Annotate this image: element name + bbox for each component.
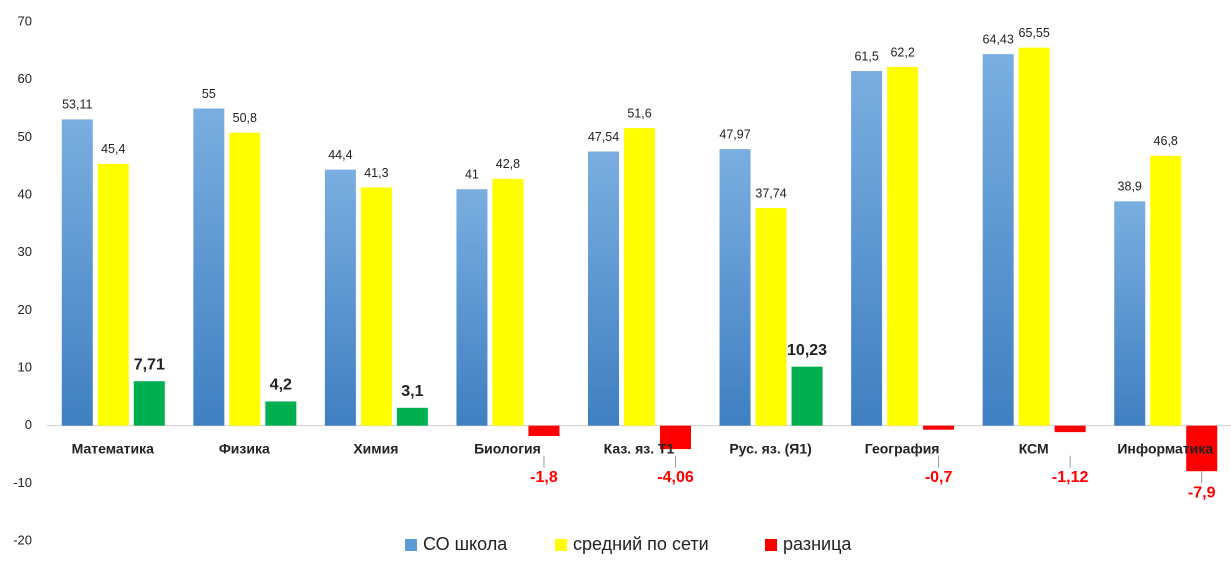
value-label: 62,2 xyxy=(890,45,914,59)
bar xyxy=(265,401,297,426)
bar xyxy=(791,366,823,426)
y-tick-label: 70 xyxy=(18,13,32,28)
value-label: 42,8 xyxy=(496,157,520,171)
value-label: 64,43 xyxy=(983,32,1014,46)
x-tick-label: КСМ xyxy=(1019,440,1049,456)
value-label: 47,97 xyxy=(719,127,750,141)
bar xyxy=(851,71,883,426)
value-label: 10,23 xyxy=(787,342,827,359)
legend-label: средний по сети xyxy=(573,534,709,554)
bar xyxy=(1054,425,1086,433)
bar xyxy=(97,163,129,426)
bar xyxy=(588,151,619,426)
y-tick-label: 0 xyxy=(25,417,32,432)
y-tick-label: 20 xyxy=(18,302,32,317)
bar xyxy=(719,149,751,426)
bar xyxy=(755,208,787,426)
x-tick-label: Каз. яз. Т1 xyxy=(604,440,675,456)
x-tick-label: География xyxy=(865,440,940,456)
value-label: 50,8 xyxy=(233,111,257,125)
value-label: 65,55 xyxy=(1019,26,1050,40)
value-label: -7,9 xyxy=(1188,484,1216,501)
value-label: 41 xyxy=(465,168,479,182)
value-label: 4,2 xyxy=(270,377,292,394)
y-tick-label: 50 xyxy=(18,129,32,144)
legend-swatch xyxy=(405,539,417,551)
value-label: 3,1 xyxy=(401,383,423,400)
bar xyxy=(193,108,225,426)
x-tick-label: Физика xyxy=(219,440,270,456)
value-label: 55 xyxy=(202,87,216,101)
bar xyxy=(1186,425,1218,472)
x-tick-label: Рус. яз. (Я1) xyxy=(729,440,811,456)
y-tick-label: 10 xyxy=(18,359,32,374)
value-label: -1,12 xyxy=(1052,469,1089,486)
value-label: -0,7 xyxy=(925,469,953,486)
bar xyxy=(624,128,655,426)
bar xyxy=(1150,155,1182,426)
bar xyxy=(133,381,165,426)
legend-label: разница xyxy=(783,534,852,554)
value-label: 45,4 xyxy=(101,142,125,156)
y-tick-label: 40 xyxy=(18,186,32,201)
y-tick-label: -10 xyxy=(13,475,32,490)
bar xyxy=(923,425,955,430)
bar xyxy=(456,189,488,426)
value-label: 41,3 xyxy=(364,166,388,180)
value-label: 61,5 xyxy=(854,49,878,63)
value-label: -4,06 xyxy=(657,469,694,486)
x-tick-label: Информатика xyxy=(1117,440,1213,456)
value-label: 46,8 xyxy=(1154,134,1178,148)
y-tick-label: -20 xyxy=(13,532,32,547)
value-label: 37,74 xyxy=(755,186,786,200)
x-tick-label: Математика xyxy=(72,440,155,456)
bar xyxy=(492,178,524,426)
value-label: 7,71 xyxy=(134,356,165,373)
value-label: 38,9 xyxy=(1118,180,1142,194)
bar xyxy=(324,169,356,426)
legend-label: СО школа xyxy=(423,534,508,554)
legend-swatch xyxy=(765,539,777,551)
bar xyxy=(1018,47,1050,426)
y-tick-label: 30 xyxy=(18,244,32,259)
x-tick-label: Химия xyxy=(353,440,398,456)
value-label: 53,11 xyxy=(62,98,92,112)
bar xyxy=(528,425,560,437)
bar xyxy=(229,132,261,426)
value-label: 47,54 xyxy=(588,130,619,144)
value-label: -1,8 xyxy=(530,469,558,486)
bar xyxy=(396,407,428,426)
x-tick-label: Биология xyxy=(474,440,541,456)
bar xyxy=(660,425,691,450)
bar xyxy=(982,54,1014,426)
bar xyxy=(1114,201,1146,426)
bar xyxy=(61,119,93,426)
value-label: 44,4 xyxy=(328,148,352,162)
bar xyxy=(887,66,919,426)
y-tick-label: 60 xyxy=(18,71,32,86)
value-label: 51,6 xyxy=(627,106,651,120)
bar xyxy=(360,187,392,426)
legend-swatch xyxy=(555,539,567,551)
